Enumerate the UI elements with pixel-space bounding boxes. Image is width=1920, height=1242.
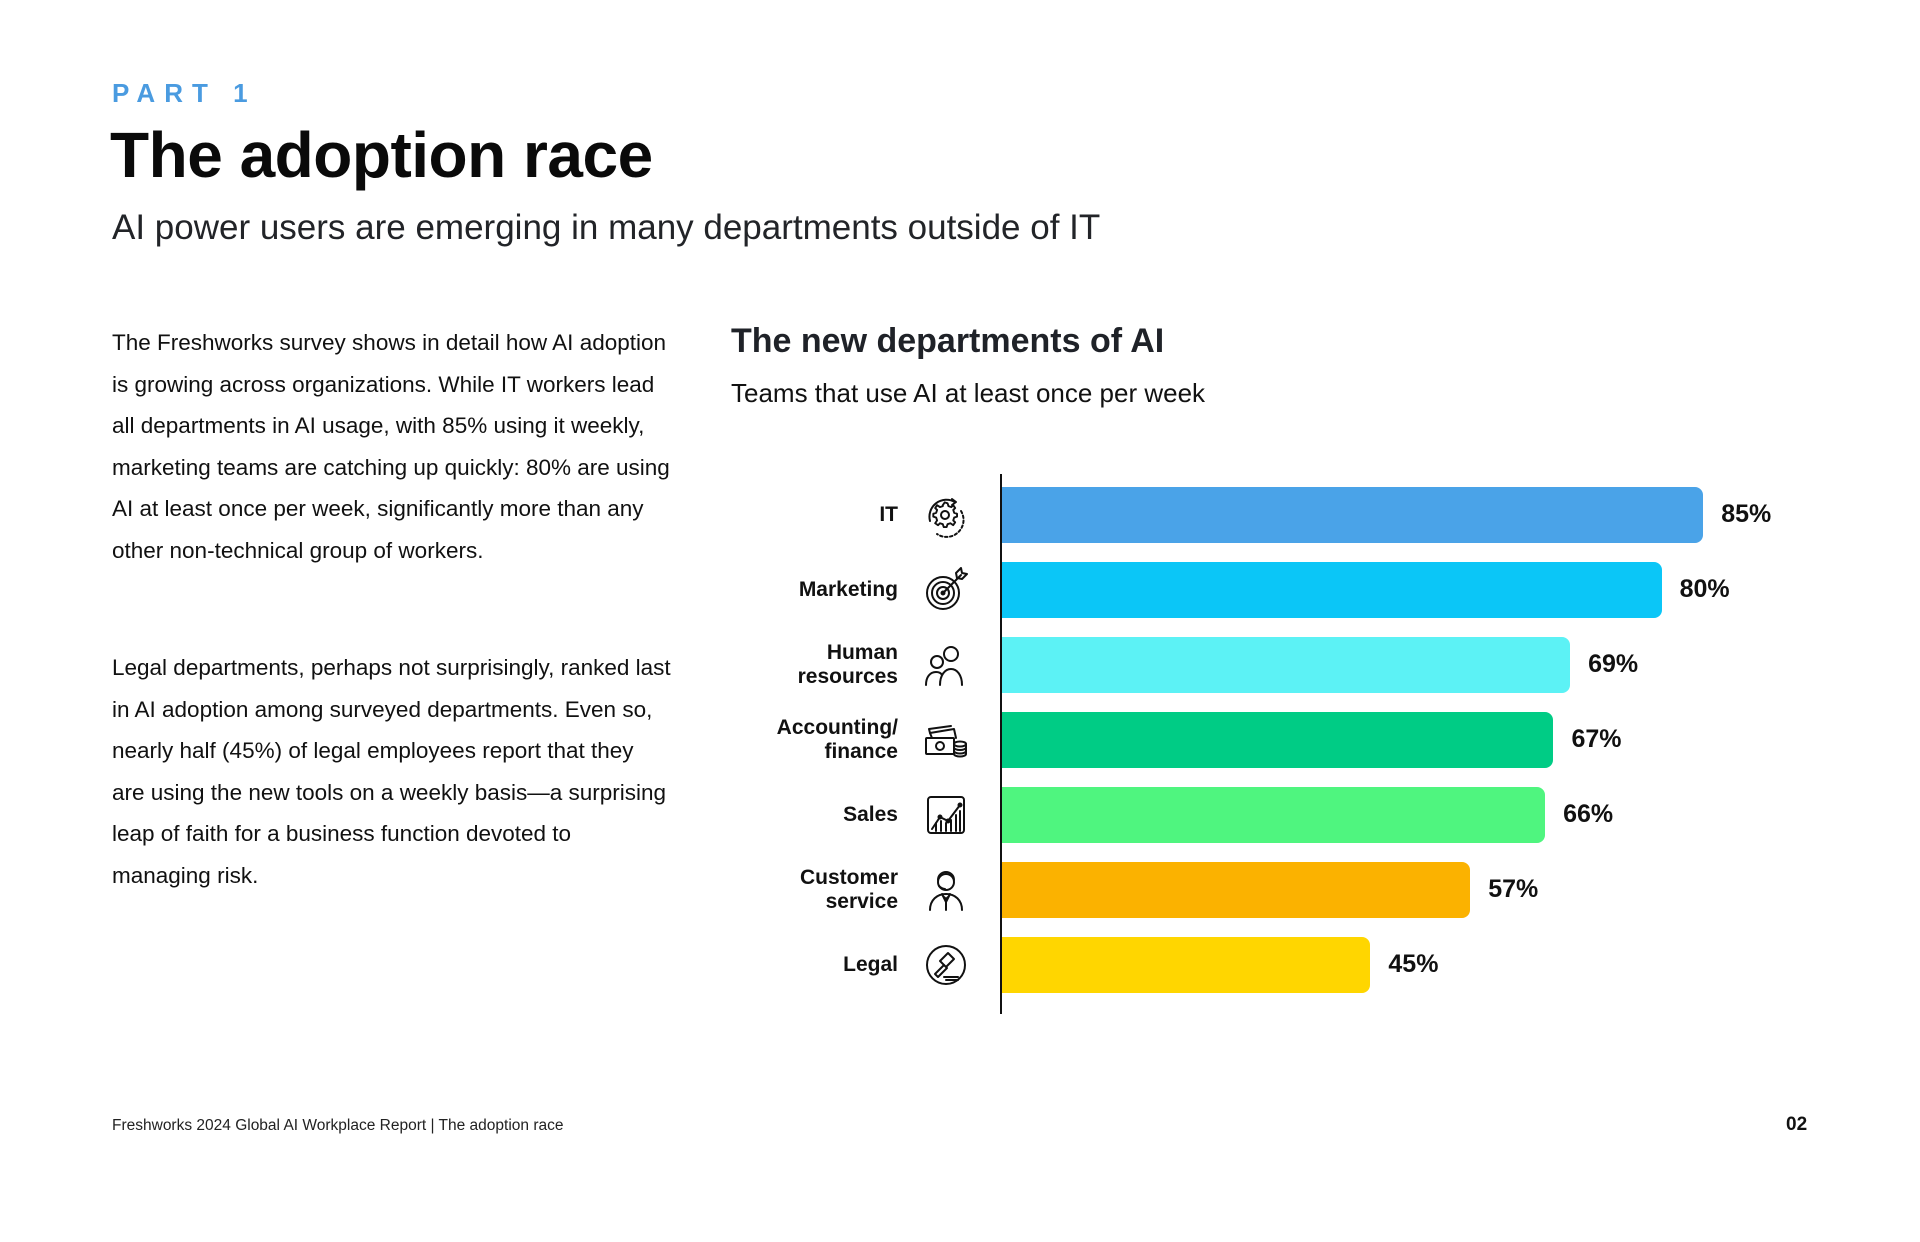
- chart-value-label: 45%: [1388, 950, 1439, 978]
- chart-subtitle: Teams that use AI at least once per week: [731, 378, 1206, 408]
- chart-value-label: 80%: [1679, 575, 1730, 603]
- money-coins-icon: [922, 716, 970, 764]
- page-subtitle: AI power users are emerging in many depa…: [112, 208, 1101, 247]
- chart-value-label: 69%: [1588, 650, 1639, 678]
- chart-bar: [1002, 787, 1546, 843]
- chart-category-label: IT: [879, 503, 898, 526]
- page-number: 02: [1786, 1114, 1808, 1135]
- chart-category-label: Accounting/ finance: [776, 716, 898, 763]
- growth-chart-icon: [922, 791, 970, 839]
- chart-bar: [1002, 487, 1704, 543]
- section-eyebrow: PART 1: [112, 78, 257, 108]
- chart-value-label: 85%: [1721, 500, 1772, 528]
- chart-value-label: 66%: [1563, 800, 1614, 828]
- chart-bar: [1002, 712, 1554, 768]
- chart-axis-line: [1000, 474, 1002, 1014]
- gear-cycle-icon: [922, 491, 970, 539]
- chart-category-label: Human resources: [797, 641, 898, 688]
- chart-bar: [1002, 562, 1662, 618]
- footer-text: Freshworks 2024 Global AI Workplace Repo…: [112, 1117, 564, 1134]
- chart-bar: [1002, 637, 1571, 693]
- chart-value-label: 67%: [1571, 725, 1622, 753]
- support-agent-icon: [922, 866, 970, 914]
- chart-title: The new departments of AI: [731, 322, 1165, 360]
- people-icon: [922, 641, 970, 689]
- chart-value-label: 57%: [1488, 875, 1539, 903]
- body-paragraph-2: Legal departments, perhaps not surprisin…: [112, 655, 671, 888]
- body-paragraph-1: The Freshworks survey shows in detail ho…: [112, 330, 670, 563]
- target-arrow-icon: [922, 566, 970, 614]
- chart-category-label: Customer service: [799, 866, 898, 913]
- page-title: The adoption race: [110, 119, 653, 191]
- chart-category-label: Legal: [843, 953, 898, 976]
- chart-bar: [1002, 937, 1371, 993]
- gavel-icon: [922, 941, 970, 989]
- chart-category-label: Sales: [843, 803, 898, 826]
- chart-bar: [1002, 862, 1471, 918]
- chart-category-label: Marketing: [798, 578, 898, 601]
